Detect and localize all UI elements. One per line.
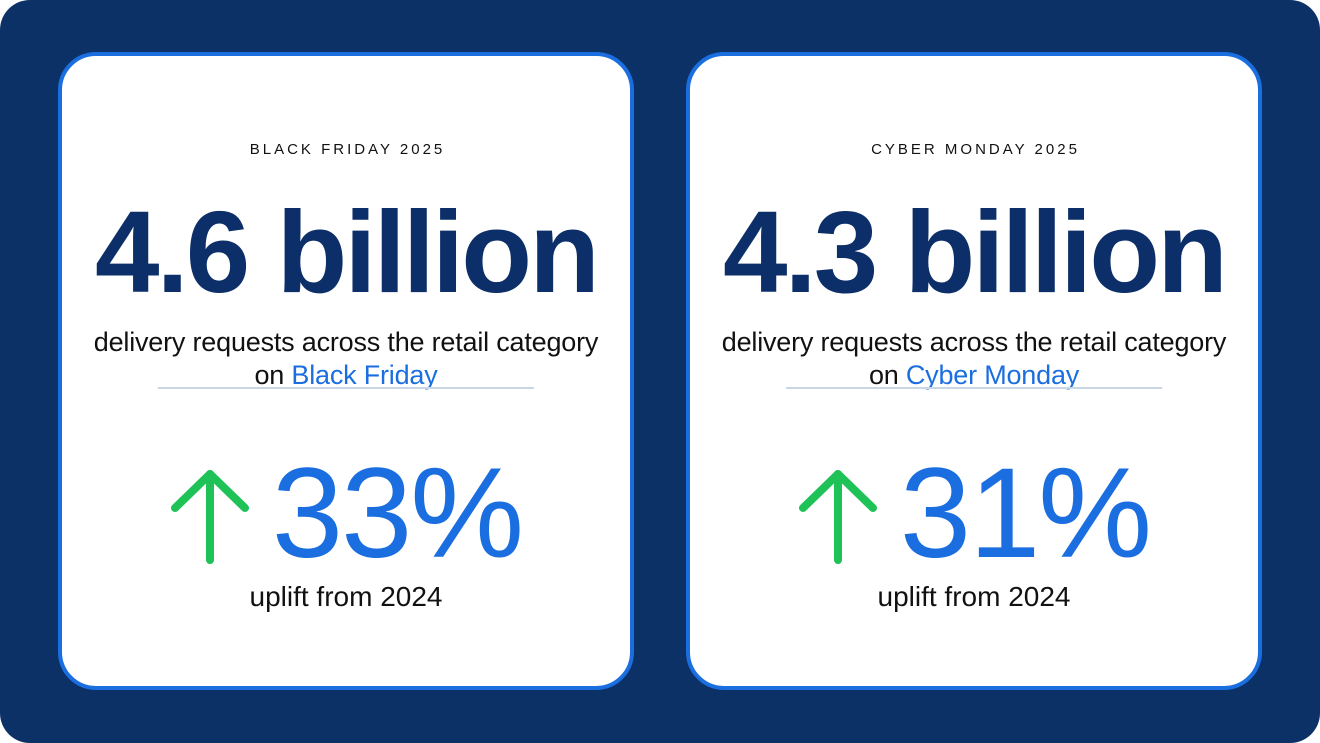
description-text: delivery requests across the retail cate… xyxy=(93,327,599,390)
card-eyebrow-label: BLACK FRIDAY 2025 xyxy=(249,141,446,158)
black-friday-card: BLACK FRIDAY 2025 4.6 billion delivery r… xyxy=(58,52,634,690)
uplift-caption: uplift from 2024 xyxy=(249,581,443,612)
arrow-up-icon xyxy=(170,470,249,564)
cyber-monday-card: CYBER MONDAY 2025 4.3 billion delivery r… xyxy=(686,52,1262,690)
uplift-stat: 33% xyxy=(62,442,630,585)
description-text: delivery requests across the retail cate… xyxy=(721,327,1227,390)
uplift-stat: 31% xyxy=(690,442,1258,585)
description-highlight: Black Friday xyxy=(291,360,438,390)
uplift-caption: uplift from 2024 xyxy=(877,581,1071,612)
arrow-up-icon xyxy=(798,470,877,564)
card-eyebrow-label: CYBER MONDAY 2025 xyxy=(871,141,1080,158)
card-description: delivery requests across the retail cate… xyxy=(92,326,600,392)
card-divider xyxy=(786,387,1162,389)
card-description: delivery requests across the retail cate… xyxy=(720,326,1228,392)
uplift-percent: 31% xyxy=(899,442,1152,585)
delivery-requests-total: 4.3 billion xyxy=(723,187,1228,317)
description-highlight: Cyber Monday xyxy=(905,360,1080,390)
delivery-requests-total: 4.6 billion xyxy=(95,187,600,317)
card-divider xyxy=(158,387,534,389)
uplift-percent: 33% xyxy=(271,442,524,585)
